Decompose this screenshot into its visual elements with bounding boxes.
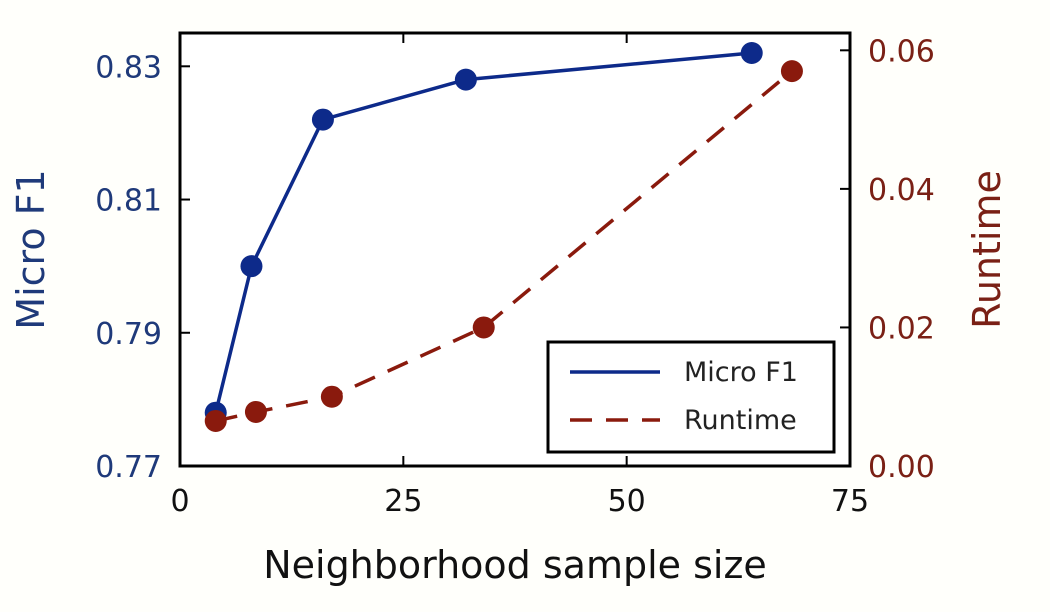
y-right-axis-title: Runtime [965, 170, 1009, 329]
series-layer [204, 41, 803, 432]
series-point-2 [204, 409, 227, 432]
series-point-2 [780, 60, 803, 83]
y-left-tick-label: 0.81 [95, 184, 162, 219]
legend-label-1: Micro F1 [684, 357, 798, 388]
axes: 0 25 50 75 0.77 0.79 0.81 0.83 0.00 0.02 0.04 0.06 N… [9, 31, 1009, 587]
y-right-tick-label: 0.06 [868, 34, 935, 69]
series-point-1 [740, 41, 763, 64]
series-point-2 [244, 400, 267, 423]
series-point-1 [454, 68, 477, 91]
y-left-tick-label: 0.83 [95, 50, 162, 85]
y-right-tick-label: 0.02 [868, 311, 935, 346]
y-right-tick-label: 0.04 [868, 173, 935, 208]
x-tick-label: 0 [170, 484, 189, 519]
series-point-1 [311, 108, 334, 131]
legend-box [546, 340, 836, 454]
y-right-tick-label: 0.00 [868, 450, 935, 485]
plot-frame [178, 31, 852, 468]
x-axis-title: Neighborhood sample size [263, 543, 767, 587]
series-point-1 [240, 255, 263, 278]
y-left-axis-title: Micro F1 [9, 169, 53, 329]
x-tick-label: 50 [608, 484, 646, 519]
legend-label-2: Runtime [684, 405, 797, 436]
x-tick-label: 75 [831, 484, 869, 519]
series-point-2 [320, 385, 343, 408]
legend: Micro F1 Runtime [546, 340, 836, 454]
series-point-2 [472, 316, 495, 339]
y-left-tick-label: 0.77 [95, 450, 162, 485]
x-tick-label: 25 [384, 484, 422, 519]
y-left-tick-label: 0.79 [95, 317, 162, 352]
